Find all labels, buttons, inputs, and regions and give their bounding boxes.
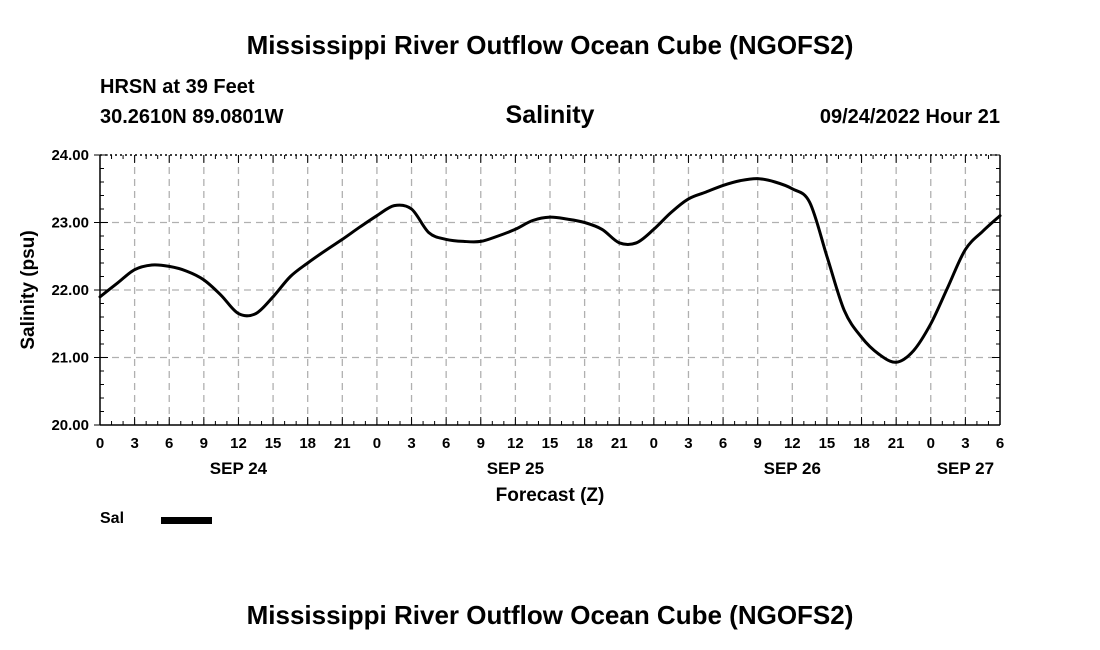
- x-tick-label: 0: [650, 435, 658, 452]
- coordinates-label: 30.2610N 89.0801W: [100, 106, 284, 128]
- x-tick-label: 21: [611, 435, 628, 452]
- x-tick-label: 15: [819, 435, 836, 452]
- station-label: HRSN at 39 Feet: [100, 76, 255, 98]
- date-label: SEP 24: [210, 459, 268, 478]
- legend-label-sal: Sal: [100, 510, 125, 527]
- date-label: SEP 26: [764, 459, 821, 478]
- x-tick-label: 9: [200, 435, 208, 452]
- date-label: SEP 27: [937, 459, 994, 478]
- x-tick-label: 6: [165, 435, 173, 452]
- x-tick-label: 3: [407, 435, 415, 452]
- x-tick-label: 0: [927, 435, 935, 452]
- x-tick-label: 15: [265, 435, 282, 452]
- y-tick-label: 22.00: [51, 282, 89, 299]
- x-axis-title: Forecast (Z): [496, 485, 605, 506]
- x-tick-label: 18: [576, 435, 593, 452]
- grid-lines: [100, 155, 1000, 425]
- x-tick-label: 12: [230, 435, 247, 452]
- y-axis-title: Salinity (psu): [18, 230, 39, 349]
- x-tick-label: 9: [754, 435, 762, 452]
- date-label: SEP 25: [487, 459, 544, 478]
- series-layer: [98, 177, 1002, 364]
- axis-labels: Forecast (Z) Salinity (psu) 0 3 6 9 12 15 18 21…: [18, 147, 1004, 506]
- series-line-sal: [98, 177, 1002, 364]
- timestamp-label: 09/24/2022 Hour 21: [819, 106, 1000, 128]
- main-title: Mississippi River Outflow Ocean Cube (NG…: [246, 30, 854, 60]
- legend-swatch-sal: [161, 517, 212, 524]
- chart-title: Salinity: [505, 101, 595, 129]
- x-tick-label: 15: [542, 435, 559, 452]
- x-tick-label: 3: [684, 435, 692, 452]
- x-tick-label: 21: [888, 435, 905, 452]
- x-tick-label: 9: [477, 435, 485, 452]
- x-tick-label: 3: [130, 435, 138, 452]
- x-tick-label: 12: [784, 435, 801, 452]
- x-tick-label: 18: [853, 435, 870, 452]
- x-tick-label: 21: [334, 435, 351, 452]
- y-tick-label: 24.00: [51, 147, 89, 164]
- x-tick-label: 18: [299, 435, 316, 452]
- footer-title: Mississippi River Outflow Ocean Cube (NG…: [246, 600, 854, 630]
- axes: [94, 154, 1001, 426]
- x-tick-label: 6: [442, 435, 450, 452]
- x-tick-label: 3: [961, 435, 969, 452]
- x-tick-label: 0: [96, 435, 104, 452]
- x-tick-label: 6: [996, 435, 1004, 452]
- x-tick-label: 0: [373, 435, 381, 452]
- y-tick-label: 21.00: [51, 350, 89, 367]
- y-tick-label: 20.00: [51, 417, 89, 434]
- y-tick-label: 23.00: [51, 215, 89, 232]
- x-tick-label: 12: [507, 435, 524, 452]
- x-tick-label: 6: [719, 435, 727, 452]
